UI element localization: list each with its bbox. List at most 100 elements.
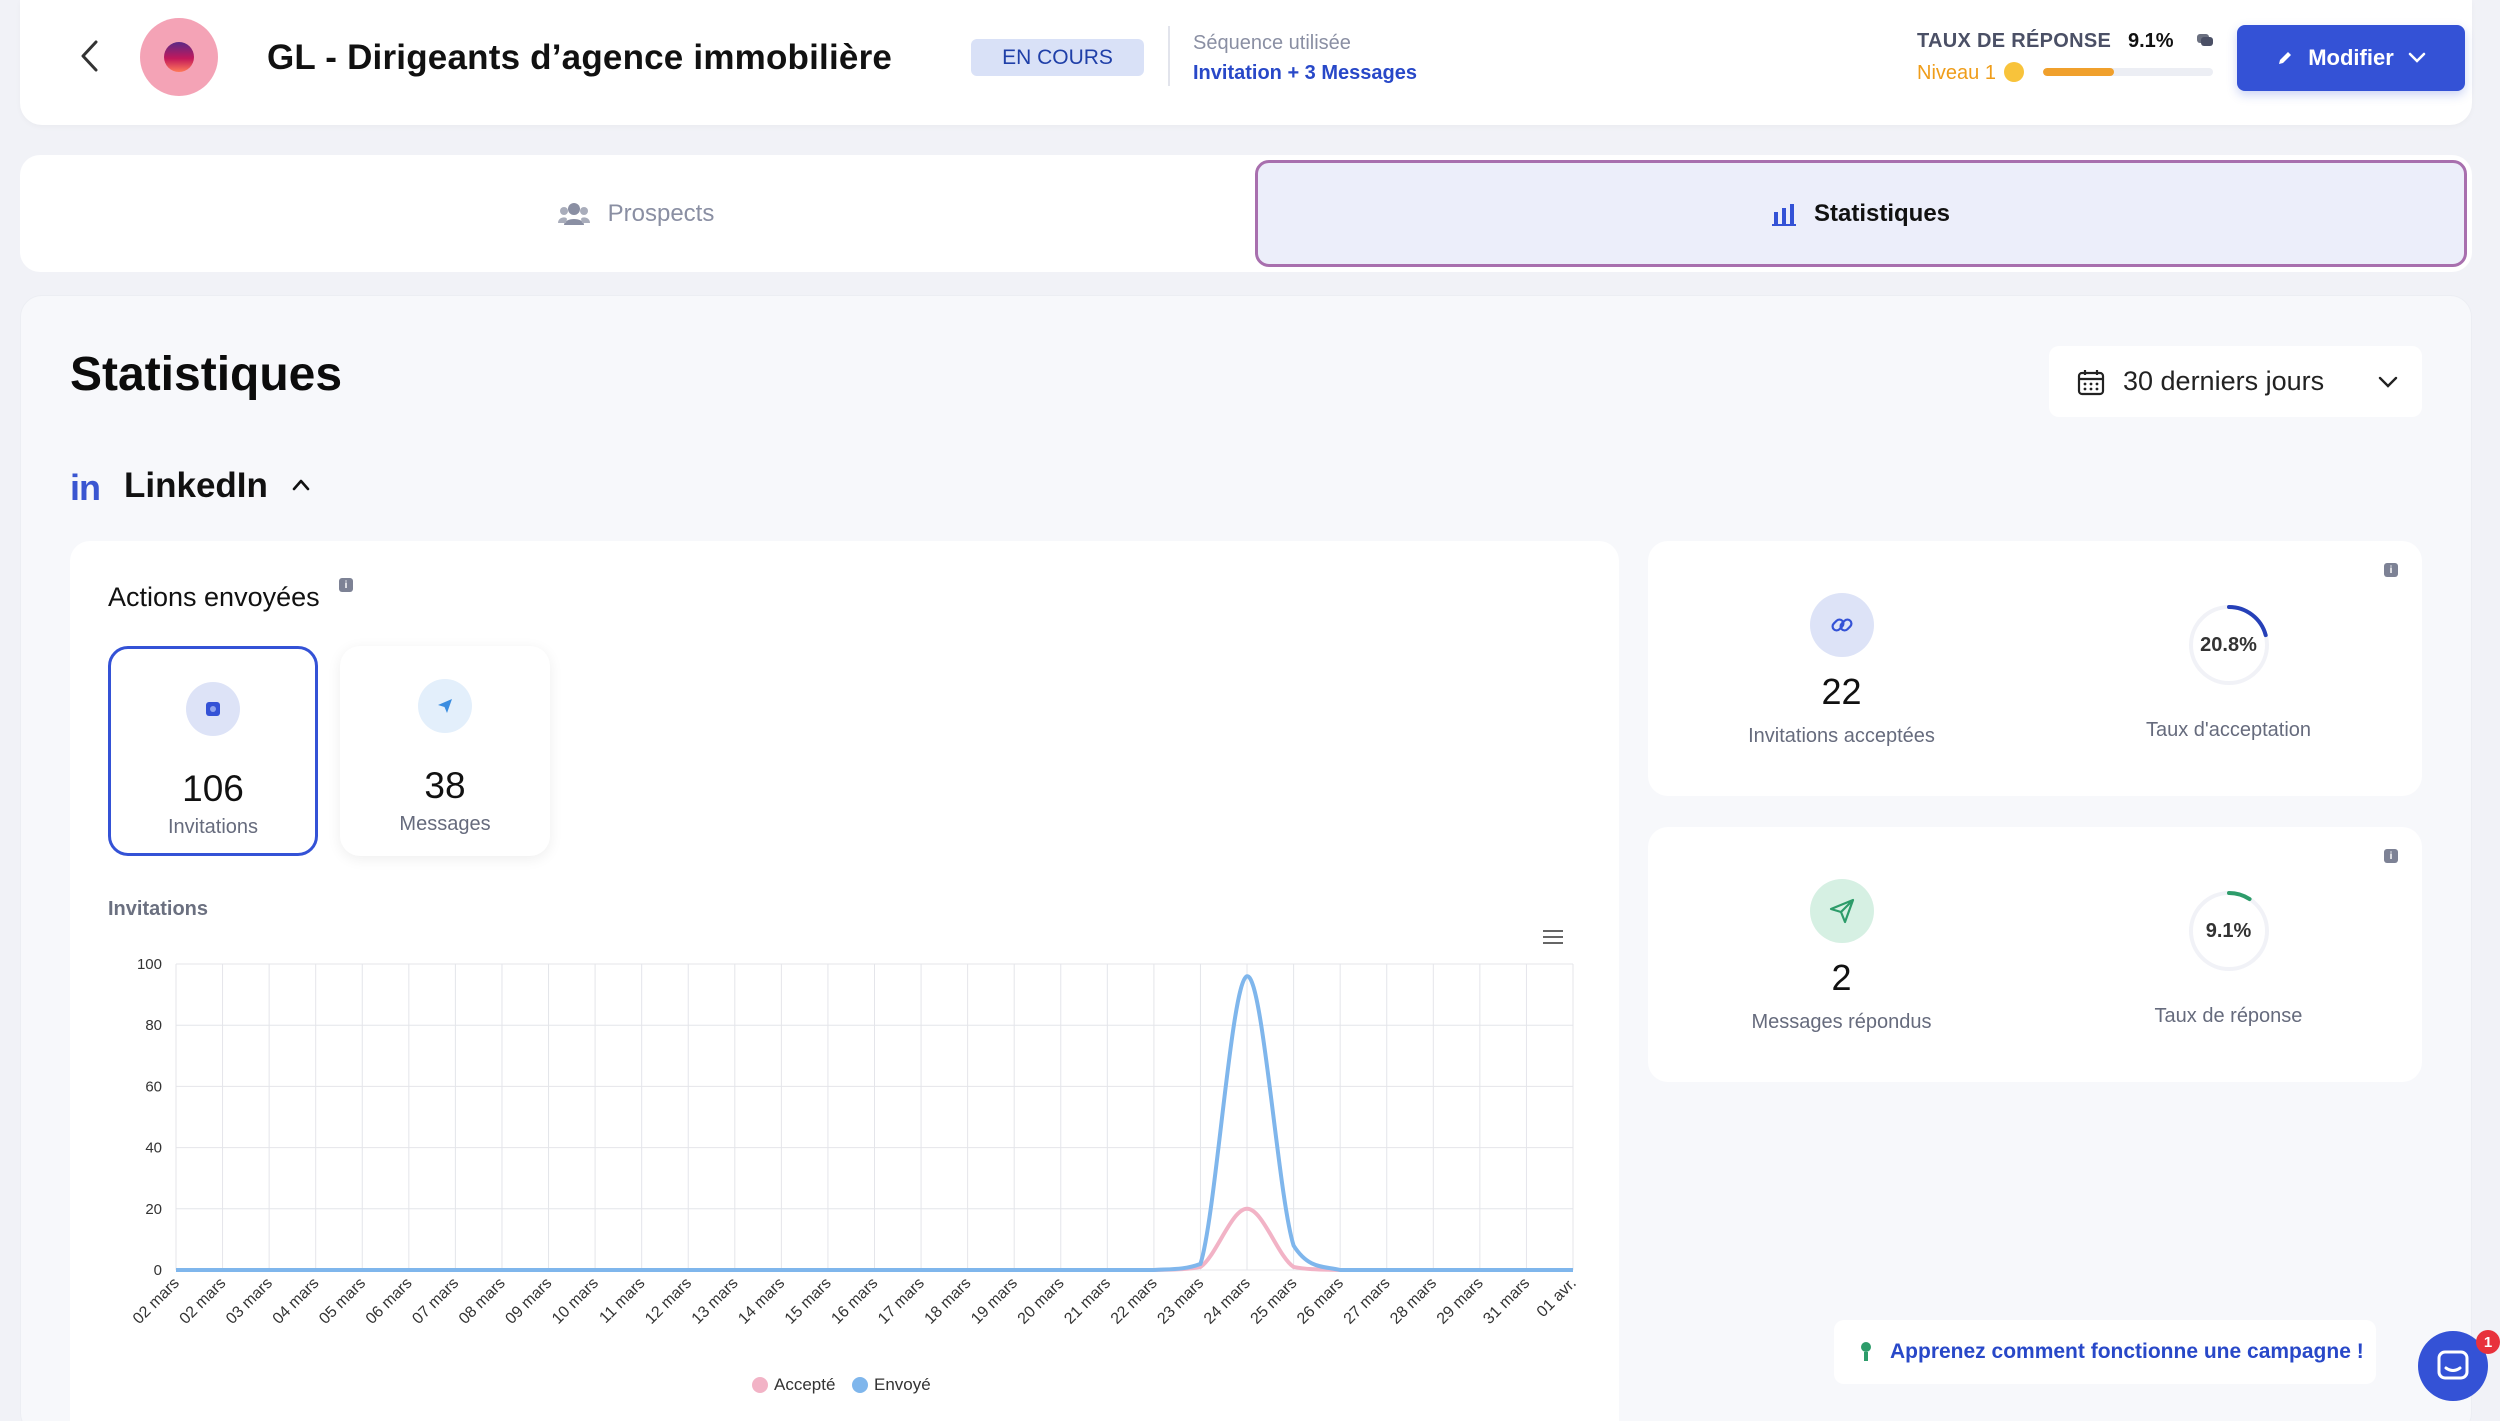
modify-button-label: Modifier xyxy=(2308,45,2394,70)
x-tick-label: 20 mars xyxy=(1015,1275,1068,1328)
chevron-up-icon[interactable] xyxy=(290,474,312,496)
chevron-down-icon xyxy=(2408,52,2426,63)
level-progress-fill xyxy=(2043,68,2115,76)
section-title: LinkedIn xyxy=(124,466,268,505)
tab-prospects-label: Prospects xyxy=(607,199,715,227)
lightbulb-icon xyxy=(1861,1342,1871,1361)
pencil-icon xyxy=(2279,52,2292,64)
learn-campaign-link[interactable]: Apprenez comment fonctionne une campagne… xyxy=(1834,1320,2376,1384)
acceptance-rate-block: 20.8% Taux d'acceptation xyxy=(2035,541,2422,796)
x-tick-label: 27 mars xyxy=(1341,1275,1394,1328)
invitations-accepted-block: 22 Invitations acceptées xyxy=(1648,541,2035,796)
info-icon[interactable]: i xyxy=(2384,849,2398,863)
campaign-header: GL - Dirigeants d’agence immobilière EN … xyxy=(20,0,2472,125)
status-badge: EN COURS xyxy=(971,39,1144,76)
x-tick-label: 14 mars xyxy=(735,1275,788,1328)
x-tick-label: 15 mars xyxy=(782,1275,835,1328)
x-tick-label: 07 mars xyxy=(409,1275,462,1328)
send-icon xyxy=(438,699,452,713)
x-tick-label: 19 mars xyxy=(968,1275,1021,1328)
response-card: 2 Messages répondus 9.1% Taux de réponse… xyxy=(1648,827,2422,1082)
series-line-envoye xyxy=(175,974,1573,1272)
users-icon xyxy=(557,202,590,225)
chain-link-icon xyxy=(1830,618,1853,632)
x-tick-label: 17 mars xyxy=(875,1275,928,1328)
back-button[interactable] xyxy=(70,36,110,76)
info-icon[interactable]: i xyxy=(2384,563,2398,577)
campaign-avatar xyxy=(140,18,218,96)
info-icon[interactable]: i xyxy=(339,578,353,592)
invitations-count: 106 xyxy=(182,768,244,809)
page-title: Statistiques xyxy=(70,348,343,401)
x-tick-label: 05 mars xyxy=(316,1275,369,1328)
legend-label: Envoyé xyxy=(874,1375,931,1394)
response-rate-value: 9.1% xyxy=(2205,919,2252,942)
x-tick-label: 31 mars xyxy=(1480,1275,1533,1328)
x-tick-label: 04 mars xyxy=(270,1275,323,1328)
link-badge-icon xyxy=(206,702,220,716)
header-divider xyxy=(1168,26,1170,86)
message-icon xyxy=(418,679,472,733)
avatar-image xyxy=(164,42,194,72)
response-rate-label: Taux de réponse xyxy=(2154,1005,2303,1027)
metric-messages[interactable]: 38 Messages xyxy=(340,646,550,856)
invitations-accepted-label: Invitations acceptées xyxy=(1748,725,1935,747)
level-label: Niveau 1 xyxy=(1917,62,1996,84)
tab-statistiques[interactable]: Statistiques xyxy=(1255,160,2467,267)
campaign-title: GL - Dirigeants d’agence immobilière xyxy=(267,38,893,77)
x-tick-label: 29 mars xyxy=(1434,1275,1487,1328)
sequence-label: Séquence utilisée xyxy=(1193,32,1351,54)
invitations-accepted-count: 22 xyxy=(1821,671,1862,712)
response-gauge: 9.1% xyxy=(2185,887,2273,975)
messages-count: 38 xyxy=(424,765,466,806)
info-chat-icon[interactable] xyxy=(2196,31,2214,49)
legend-marker xyxy=(852,1377,868,1393)
metric-invitations[interactable]: 106 Invitations xyxy=(108,646,318,856)
modify-button[interactable]: Modifier xyxy=(2237,25,2465,91)
y-tick-label: 80 xyxy=(145,1017,162,1034)
acceptance-rate-label: Taux d'acceptation xyxy=(2145,719,2312,741)
messages-replied-label: Messages répondus xyxy=(1751,1011,1932,1033)
acceptance-rate-value: 20.8% xyxy=(2200,633,2257,656)
link-icon xyxy=(1809,593,1874,657)
tab-statistiques-label: Statistiques xyxy=(1813,199,1951,227)
actions-card xyxy=(70,541,1619,1421)
sequence-value[interactable]: Invitation + 3 Messages xyxy=(1193,62,1417,84)
response-rate-block: 9.1% Taux de réponse xyxy=(2035,827,2422,1082)
acceptance-card: 22 Invitations acceptées 20.8% Taux d'ac… xyxy=(1648,541,2422,796)
learn-campaign-label: Apprenez comment fonctionne une campagne… xyxy=(1890,1340,2364,1363)
x-tick-label: 02 mars xyxy=(177,1275,230,1328)
date-range-select[interactable]: 30 derniers jours xyxy=(2049,346,2422,417)
x-tick-label: 03 mars xyxy=(223,1275,276,1328)
y-tick-label: 0 xyxy=(154,1262,162,1279)
messages-replied-count: 2 xyxy=(1831,957,1852,998)
x-tick-label: 23 mars xyxy=(1154,1275,1207,1328)
legend-marker xyxy=(752,1377,768,1393)
messages-label: Messages xyxy=(399,813,491,835)
send-outline-icon xyxy=(1829,898,1854,924)
hamburger-menu-icon[interactable] xyxy=(1542,929,1564,945)
x-tick-label: 09 mars xyxy=(502,1275,555,1328)
x-tick-label: 16 mars xyxy=(828,1275,881,1328)
messages-replied-block: 2 Messages répondus xyxy=(1648,827,2035,1082)
x-tick-label: 12 mars xyxy=(642,1275,695,1328)
linkedin-icon: in xyxy=(70,467,101,508)
y-tick-label: 40 xyxy=(145,1140,162,1157)
invitations-label: Invitations xyxy=(167,816,259,838)
x-tick-label: 28 mars xyxy=(1387,1275,1440,1328)
x-tick-label: 13 mars xyxy=(689,1275,742,1328)
x-tick-label: 02 mars xyxy=(130,1275,183,1328)
tab-prospects[interactable]: Prospects xyxy=(20,155,1252,272)
x-tick-label: 18 mars xyxy=(922,1275,975,1328)
acceptance-gauge-arc xyxy=(2226,605,2268,638)
x-tick-label: 26 mars xyxy=(1294,1275,1347,1328)
response-gauge-arc xyxy=(2226,891,2252,902)
chart-subtitle: Invitations xyxy=(108,898,209,920)
chevron-down-icon xyxy=(2378,376,2398,388)
x-tick-label: 08 mars xyxy=(456,1275,509,1328)
acceptance-gauge: 20.8% xyxy=(2185,601,2273,689)
response-rate-value: 9.1% xyxy=(2128,30,2174,52)
date-range-label: 30 derniers jours xyxy=(2123,366,2325,396)
chevron-left-icon xyxy=(81,40,98,72)
